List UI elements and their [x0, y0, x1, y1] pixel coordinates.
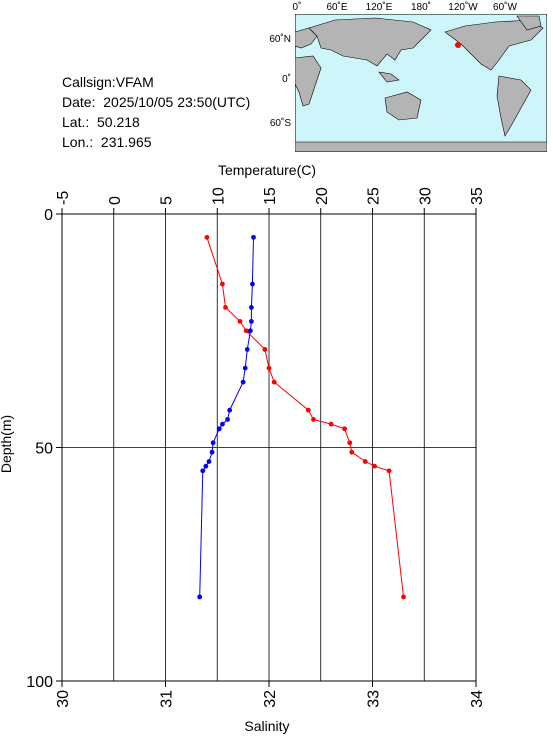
- temperature-point: [311, 417, 316, 422]
- top-tick-label: 5: [159, 196, 176, 205]
- temperature-point: [237, 319, 243, 324]
- map-land: [295, 15, 547, 152]
- date-text: Date: 2025/10/05 23:50(UTC): [62, 94, 251, 110]
- longitude-text: Lon.: 231.965: [62, 134, 152, 150]
- station-info: Callsign:VFAM Date: 2025/10/05 23:50(UTC…: [62, 72, 250, 152]
- temperature-point: [342, 426, 347, 432]
- salinity-point: [200, 468, 206, 474]
- salinity-point: [247, 328, 253, 334]
- temperature-point: [349, 449, 355, 455]
- bottom-tick-label: 31: [159, 690, 176, 708]
- map-left-label: 60˚N: [269, 33, 291, 45]
- temperature-point: [362, 459, 368, 464]
- left-tick-label: 0: [44, 207, 53, 224]
- temperature-point: [220, 281, 225, 287]
- top-ticks: -5 0 5 10 15 20 25 30 35: [55, 187, 486, 214]
- salinity-line: [199, 237, 254, 597]
- temperature-point: [223, 305, 228, 310]
- temperature-point: [401, 594, 406, 600]
- temperature-point: [243, 328, 249, 334]
- top-tick-label: 10: [210, 187, 227, 205]
- temperature-point: [305, 407, 311, 413]
- map-top-label: 120˚W: [448, 1, 478, 13]
- salinity-point: [251, 234, 256, 240]
- map-top-label: 180˚: [411, 1, 431, 13]
- salinity-point: [203, 463, 209, 469]
- callsign-text: Callsign:VFAM: [62, 74, 154, 90]
- location-map: [295, 14, 547, 152]
- top-tick-label: 20: [314, 187, 331, 205]
- top-tick-label: 25: [366, 187, 383, 205]
- bottom-axis-title: Salinity: [244, 718, 289, 734]
- temperature-point: [347, 440, 353, 446]
- bottom-tick-label: 30: [55, 690, 72, 708]
- left-tick-label: 50: [35, 441, 53, 458]
- salinity-point: [225, 417, 231, 422]
- location-marker-dot: [455, 42, 461, 48]
- left-ticks: 0 50 100: [26, 207, 62, 691]
- map-top-label: 60˚E: [326, 1, 347, 13]
- temperature-point: [262, 347, 268, 352]
- bottom-tick-label: 33: [366, 690, 383, 708]
- top-tick-label: 30: [417, 187, 434, 205]
- bottom-ticks: 30 31 32 33 34: [55, 681, 486, 708]
- salinity-series: [197, 234, 256, 600]
- salinity-point: [209, 449, 215, 455]
- salinity-point: [244, 347, 250, 352]
- bottom-tick-label: 32: [262, 690, 279, 708]
- salinity-point: [220, 421, 225, 427]
- top-tick-label: -5: [55, 191, 72, 205]
- salinity-point: [242, 365, 248, 371]
- map-top-label: 60˚W: [493, 1, 517, 13]
- salinity-point: [210, 440, 216, 446]
- bottom-tick-label: 34: [469, 690, 486, 708]
- left-axis-title: Depth(m): [0, 415, 14, 473]
- temperature-line: [206, 237, 404, 597]
- salinity-point: [249, 319, 254, 324]
- temperature-point: [266, 365, 272, 371]
- salinity-point: [216, 426, 222, 432]
- map-left-label: 0˚: [282, 73, 291, 85]
- salinity-point: [197, 594, 203, 600]
- salinity-point: [250, 281, 255, 287]
- salinity-point: [249, 305, 254, 310]
- top-tick-label: 0: [107, 196, 124, 205]
- top-tick-label: 15: [262, 187, 279, 205]
- location-marker: [455, 42, 461, 48]
- latitude-text: Lat.: 50.218: [62, 114, 140, 130]
- salinity-point: [240, 379, 246, 385]
- temperature-point: [271, 379, 277, 385]
- series-layer: [197, 234, 406, 600]
- temperature-point: [372, 463, 377, 469]
- map-left-labels: 60˚N 0˚ 60˚S: [269, 33, 291, 129]
- map-top-labels: 0˚ 60˚E 120˚E 180˚ 120˚W 60˚W: [293, 1, 518, 13]
- top-axis-title: Temperature(C): [218, 162, 316, 178]
- top-tick-label: 35: [469, 187, 486, 205]
- map-top-label: 120˚E: [366, 1, 393, 13]
- salinity-point: [206, 459, 212, 464]
- temperature-point: [386, 468, 392, 474]
- temperature-point: [328, 421, 334, 427]
- temperature-point: [204, 234, 210, 240]
- map-top-label: 0˚: [293, 1, 302, 13]
- left-tick-label: 100: [26, 674, 53, 691]
- map-left-label: 60˚S: [270, 117, 291, 129]
- salinity-point: [227, 407, 233, 413]
- temperature-series: [204, 234, 406, 600]
- grid-lines: [61, 213, 477, 682]
